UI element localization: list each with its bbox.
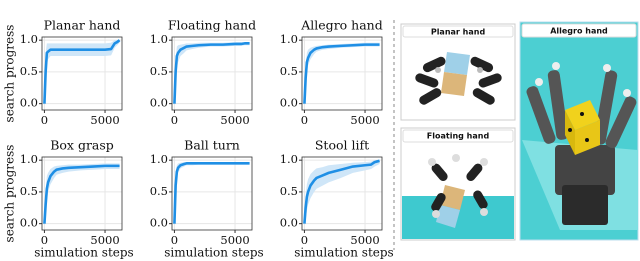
panel-label: Allegro hand <box>550 27 608 36</box>
y-tick-label: 0.0 <box>280 216 298 230</box>
x-tick-label: 0 <box>301 233 308 247</box>
y-tick-label: 0.0 <box>150 96 168 110</box>
line <box>43 164 120 224</box>
x-axis-label: simulation steps <box>34 246 133 260</box>
panel-header <box>521 23 637 38</box>
x-tick-label: 5000 <box>90 113 119 127</box>
y-tick-label: 1.0 <box>280 152 298 166</box>
confidence-band <box>304 42 380 104</box>
y-tick-label: 0.5 <box>20 64 38 78</box>
illustrations: Planar hand Floating hand <box>393 20 639 250</box>
panel-header <box>402 129 514 143</box>
plot-frame <box>171 36 253 111</box>
y-tick-label: 1.0 <box>20 152 38 166</box>
y-axis-label: search progress <box>3 145 17 243</box>
y-axis-label: search progress <box>3 25 17 123</box>
x-tick-label: 5000 <box>350 233 379 247</box>
x-tick-label: 0 <box>41 113 48 127</box>
y-tick-label: 1.0 <box>150 32 168 46</box>
y-tick-label: 0.0 <box>280 96 298 110</box>
plot-frame <box>301 36 383 111</box>
x-tick-label: 5000 <box>220 113 249 127</box>
panel-header <box>402 25 514 38</box>
y-tick-label: 0.5 <box>280 64 298 78</box>
y-tick-label: 0.5 <box>280 184 298 198</box>
plot-frame <box>41 36 123 111</box>
chart-title: Planar hand <box>44 18 121 33</box>
y-tick-label: 0.5 <box>20 184 38 198</box>
plot-frame <box>301 156 383 231</box>
x-tick-label: 5000 <box>90 233 119 247</box>
chart-title: Ball turn <box>184 138 240 153</box>
line <box>173 162 250 224</box>
y-tick-label: 0.5 <box>150 184 168 198</box>
chart-title: Stool lift <box>315 138 369 153</box>
x-tick-label: 5000 <box>350 113 379 127</box>
x-axis-label: simulation steps <box>294 246 393 260</box>
line <box>173 42 250 104</box>
allegro-hand-art <box>522 62 638 230</box>
x-tick-label: 0 <box>41 233 48 247</box>
y-tick-label: 1.0 <box>20 32 38 46</box>
line <box>303 43 380 104</box>
confidence-band <box>44 40 120 104</box>
y-tick-label: 0.0 <box>20 96 38 110</box>
y-tick-label: 0.0 <box>150 216 168 230</box>
line <box>43 39 121 104</box>
x-tick-label: 5000 <box>220 233 249 247</box>
floating-hand-art <box>402 154 514 239</box>
chart-title: Allegro hand <box>300 18 382 33</box>
x-tick-label: 0 <box>301 113 308 127</box>
panel-label: Planar hand <box>431 28 486 37</box>
confidence-band <box>174 42 250 104</box>
chart-title: Floating hand <box>168 18 256 33</box>
line <box>303 159 380 224</box>
y-tick-label: 1.0 <box>280 32 298 46</box>
x-tick-label: 0 <box>171 113 178 127</box>
y-tick-label: 0.0 <box>20 216 38 230</box>
x-tick-label: 0 <box>171 233 178 247</box>
confidence-band <box>44 163 120 224</box>
panel-label: Floating hand <box>427 132 490 141</box>
x-axis-label: simulation steps <box>164 246 263 260</box>
plot-frame <box>41 156 123 231</box>
planar-hand-art <box>415 52 502 105</box>
plot-frame <box>171 156 253 231</box>
y-tick-label: 0.5 <box>150 64 168 78</box>
chart-title: Box grasp <box>50 138 114 153</box>
confidence-band <box>174 162 250 224</box>
y-tick-label: 1.0 <box>150 152 168 166</box>
